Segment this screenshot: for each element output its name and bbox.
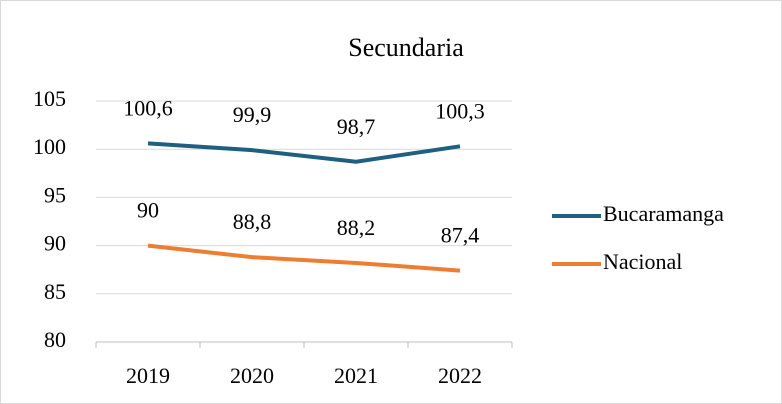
y-tick-label: 100	[33, 134, 66, 159]
x-tick-label: 2021	[334, 363, 378, 388]
series-line	[147, 141, 461, 164]
data-label: 90	[137, 198, 159, 223]
x-tick-label: 2020	[230, 363, 274, 388]
data-label: 100,6	[123, 95, 173, 120]
data-label: 88,8	[233, 209, 272, 234]
y-tick-label: 80	[44, 327, 66, 352]
series-line	[147, 243, 461, 273]
y-tick-label: 85	[44, 279, 66, 304]
data-label: 98,7	[337, 114, 376, 139]
legend-label: Bucaramanga	[603, 201, 724, 226]
y-tick-label: 105	[33, 86, 66, 111]
x-tick-label: 2022	[438, 363, 482, 388]
y-tick-label: 90	[44, 231, 66, 256]
legend-label: Nacional	[603, 249, 682, 274]
x-tick-label: 2019	[126, 363, 170, 388]
data-label: 88,2	[337, 215, 376, 240]
y-tick-label: 95	[44, 182, 66, 207]
data-label: 99,9	[233, 102, 272, 127]
data-label: 100,3	[435, 98, 485, 123]
chart-title: Secundaria	[348, 33, 464, 62]
data-label: 87,4	[441, 223, 480, 248]
